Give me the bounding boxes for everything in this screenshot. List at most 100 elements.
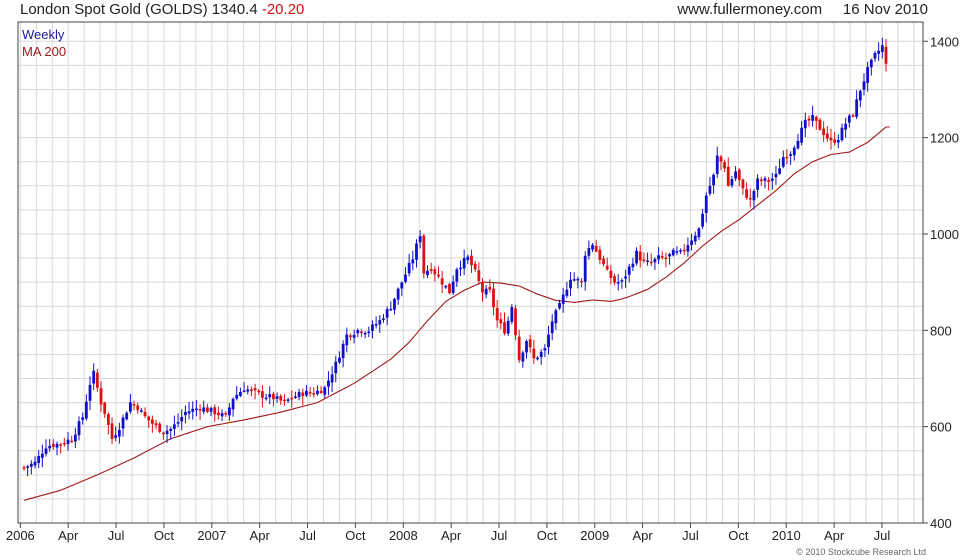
candle-body [356,330,360,334]
candle-body [536,357,539,360]
candle-body [745,189,749,198]
candle-body [250,389,253,392]
candle-body [374,324,378,326]
candle-body [653,259,657,263]
plot-frame [17,21,924,524]
candle-body [125,412,129,420]
candle-body [770,178,774,181]
candle-body [825,133,829,139]
candle-body [503,322,506,334]
candle-body [217,412,220,416]
candle-body [605,265,609,270]
candle-body [833,139,837,143]
candle-body [294,396,297,398]
candle-body [407,262,411,274]
candle-body [444,285,448,288]
candle-body [569,279,572,289]
candle-body [231,398,235,410]
candle-body [95,372,99,388]
candle-body [635,250,638,264]
candle-body [565,289,569,296]
candle-body [228,407,231,416]
candle-body [792,147,796,156]
candle-body [580,280,583,283]
candle-body [451,281,455,293]
candle-body [187,411,191,414]
candle-body [866,67,870,83]
candle-body [59,444,63,446]
candle-body [268,394,272,398]
candle-body [418,236,422,243]
candle-body [726,166,730,186]
candle-body [561,294,565,304]
candle-body [275,396,279,399]
candle-body [132,404,136,406]
candle-body [550,321,554,334]
candle-body [338,357,341,363]
candle-body [829,137,833,141]
candle-body [37,456,41,464]
x-tick-label: 2008 [389,528,418,543]
candle-body [602,258,605,265]
candle-body [847,115,851,123]
x-tick-label: Oct [154,528,175,543]
candle-body [781,157,785,167]
candle-body [385,309,389,318]
candle-body [279,395,283,401]
candle-body [477,270,481,281]
candle-body [305,390,308,396]
price-change: -20.20 [261,1,305,18]
candle-body [693,235,697,242]
candle-body [70,440,74,443]
candles [22,37,888,477]
candle-body [462,258,466,269]
candle-body [26,466,30,468]
y-tick-label: 400 [930,516,952,531]
candle-body [756,178,760,190]
candle-body [286,399,290,401]
candle-body [686,245,690,252]
candle-body [92,370,96,384]
candle-body [818,119,822,130]
candle-body [297,391,301,398]
x-tick-label: Oct [537,528,558,543]
candle-body [147,416,151,421]
candle-body [481,281,484,293]
candle-body [415,243,418,260]
candle-body [737,169,741,181]
candle-body [422,235,426,274]
candle-body [239,391,242,396]
candle-body [349,335,352,337]
candle-body [712,174,715,186]
candle-body [433,269,437,275]
candle-body [136,405,140,411]
candle-body [242,390,246,393]
candle-body [150,419,154,424]
candle-body [330,374,334,383]
candle-body [327,380,330,387]
candle-body [514,308,517,336]
y-tick-label: 600 [930,420,952,435]
candle-body [844,123,848,130]
candle-body [609,270,613,278]
candle-body [165,430,169,435]
candle-body [473,263,477,270]
candle-body [73,434,77,442]
candle-body [183,411,187,416]
candle-body [803,119,807,129]
candle-body [730,179,734,186]
candle-body [139,410,143,412]
candle-body [371,324,374,331]
candle-body [814,116,818,121]
x-tick-label: Apr [632,528,653,543]
candle-body [99,388,103,405]
candle-body [455,269,459,282]
candle-body [257,390,261,393]
candle-body [169,428,173,431]
candle-body [539,351,543,358]
candle-body [209,407,213,412]
candle-body [675,251,679,253]
candle-body [525,341,528,353]
candle-body [290,397,294,400]
candle-body [796,140,800,149]
